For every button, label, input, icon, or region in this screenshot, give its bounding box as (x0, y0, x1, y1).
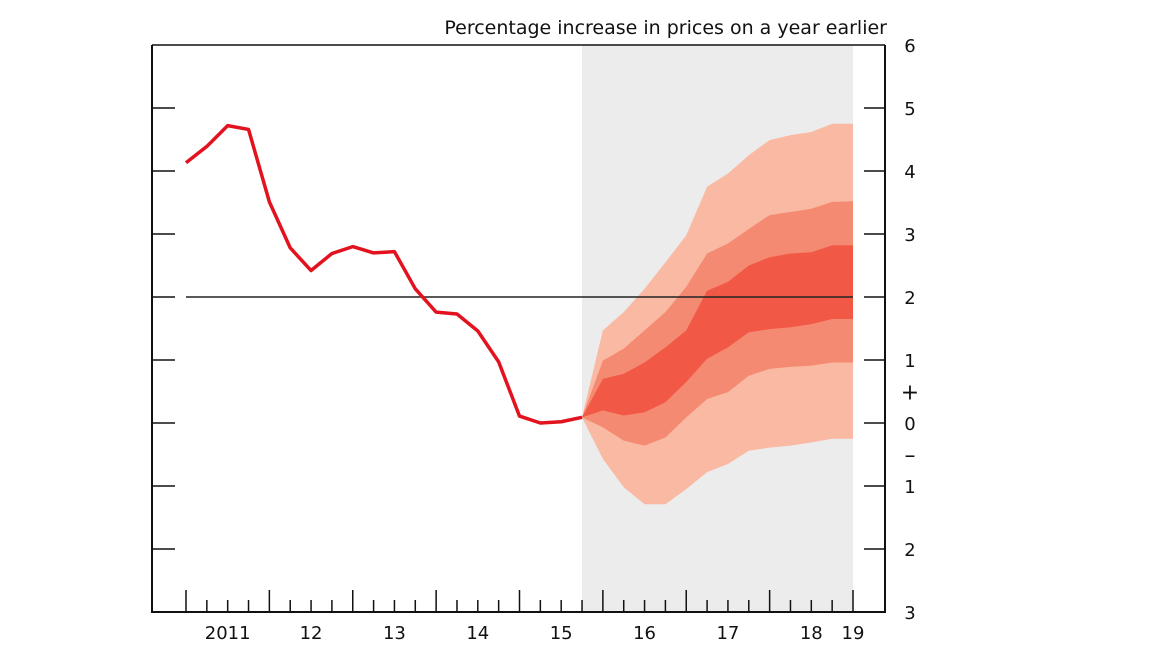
y-tick-label: 3 (904, 603, 915, 624)
x-tick-label: 12 (300, 623, 323, 644)
x-tick-label: 16 (633, 623, 656, 644)
history-line (184, 123, 583, 425)
plus-sign: + (901, 381, 919, 406)
fan-band-inner (582, 245, 853, 418)
axis-frame (151, 45, 886, 613)
x-tick-label: 14 (466, 623, 489, 644)
x-tick-label: 13 (383, 623, 406, 644)
y-tick-label: 5 (904, 99, 915, 120)
x-tick-label: 18 (800, 623, 823, 644)
y-tick-label: 1 (904, 477, 915, 498)
x-tick-label: 19 (842, 623, 865, 644)
chart-title: Percentage increase in prices on a year … (444, 17, 887, 39)
y-tick-label: 3 (904, 225, 915, 246)
y-tick-label: 2 (904, 288, 915, 309)
x-tick-label: 17 (716, 623, 739, 644)
y-tick-label: 6 (904, 36, 915, 57)
y-tick-label: 4 (904, 162, 915, 183)
x-tick-label: 15 (550, 623, 573, 644)
y-tick-label: 1 (904, 351, 915, 372)
y-tick-label: 2 (904, 540, 915, 561)
minus-sign: – (905, 444, 916, 469)
x-tick-label: 2011 (205, 623, 251, 644)
y-tick-label: 0 (904, 414, 915, 435)
